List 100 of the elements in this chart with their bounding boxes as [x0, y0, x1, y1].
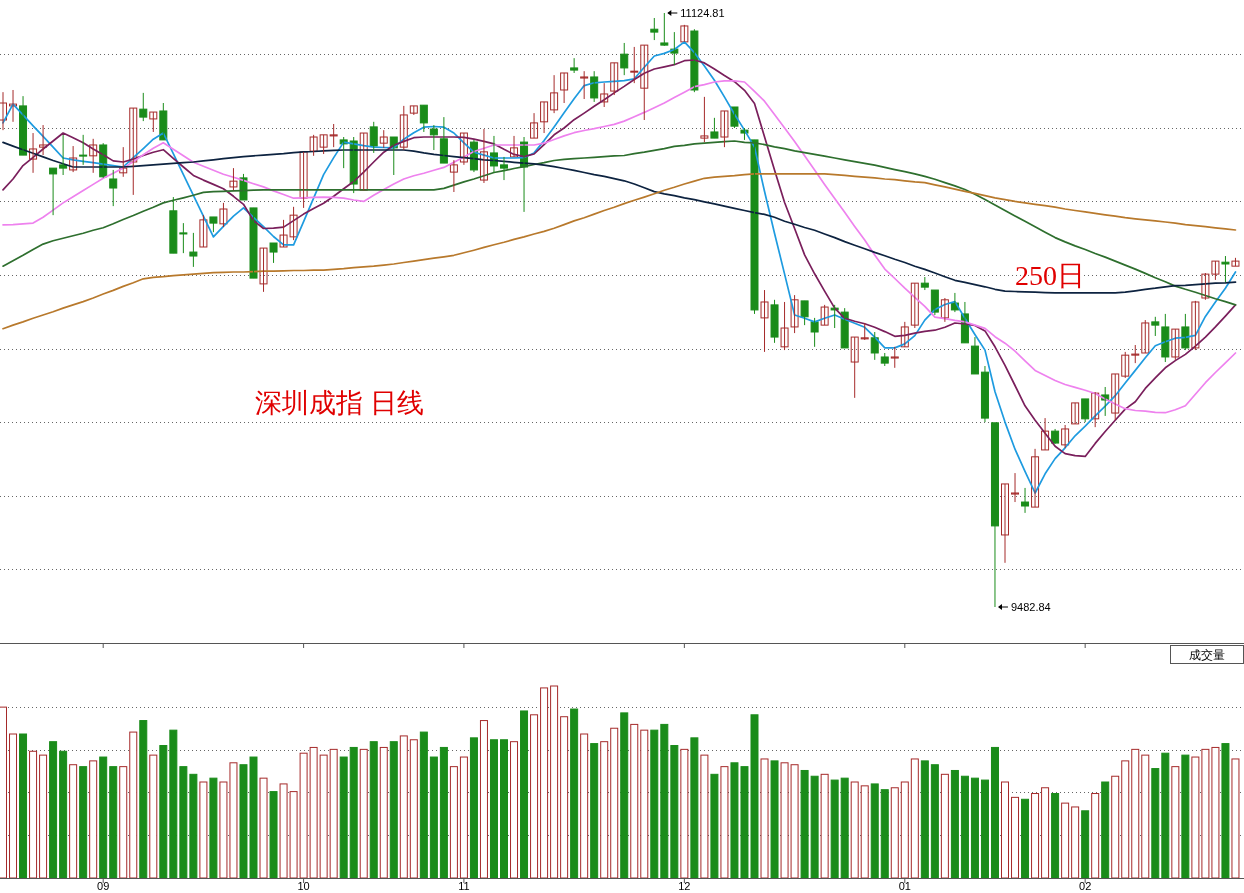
candlestick [700, 96, 709, 143]
x-tick-label: 12 [678, 880, 691, 892]
candlestick [199, 214, 208, 248]
bar [630, 723, 639, 878]
candlestick [409, 105, 418, 116]
bar [379, 746, 388, 878]
annotation: 250日 [1015, 260, 1085, 291]
candlestick [1131, 344, 1140, 364]
candlestick [580, 70, 589, 100]
bar [109, 766, 118, 878]
candlestick [89, 138, 98, 174]
candlestick [29, 132, 38, 174]
bar [1021, 798, 1030, 878]
candlestick [249, 207, 258, 279]
bar [1051, 793, 1060, 878]
bar [1221, 743, 1230, 878]
candlestick [449, 159, 458, 193]
candlestick [119, 146, 128, 178]
bar [990, 746, 999, 878]
bar [640, 729, 649, 878]
bar [590, 743, 599, 878]
bar [770, 760, 779, 878]
bar [710, 773, 719, 878]
candlestick [710, 117, 719, 139]
candlestick [49, 167, 58, 216]
bar [99, 756, 108, 878]
candlestick [510, 135, 519, 158]
bar [900, 781, 909, 878]
candlestick [910, 282, 919, 329]
bar [1111, 775, 1120, 878]
candlestick [69, 145, 78, 173]
candlestick [1011, 472, 1020, 503]
bar [469, 737, 478, 878]
bar [1061, 802, 1070, 878]
bar [520, 710, 529, 878]
candlestick [540, 101, 549, 134]
bar [560, 716, 569, 878]
candlestick [560, 72, 569, 104]
candlestick [900, 321, 909, 348]
bar [1171, 766, 1180, 878]
bar [119, 766, 128, 878]
candlestick [459, 132, 468, 166]
bar [680, 748, 689, 878]
candlestick [149, 111, 158, 133]
bar [850, 781, 859, 878]
bar [920, 760, 929, 878]
bar [720, 766, 729, 878]
bar [49, 741, 58, 878]
bar [890, 787, 899, 878]
candlestick [530, 112, 539, 139]
bar [399, 735, 408, 878]
bar [760, 758, 769, 878]
candlestick [1061, 424, 1070, 449]
candlestick [600, 82, 609, 108]
bar [489, 739, 498, 878]
candlestick [269, 242, 278, 264]
candlestick [890, 346, 899, 369]
candlestick [830, 304, 839, 329]
candlestick [239, 173, 248, 201]
candlestick [1091, 391, 1100, 428]
bar [39, 754, 48, 878]
bar [1141, 754, 1150, 878]
annotation: 9482.84 [1010, 601, 1051, 613]
bar [1001, 781, 1009, 878]
bar [439, 746, 448, 878]
candlestick [329, 123, 338, 148]
candlestick [1121, 351, 1130, 379]
bar [69, 764, 78, 878]
candlestick [1111, 373, 1120, 421]
text: 深圳成指 日线 [255, 388, 424, 418]
candlestick [800, 300, 809, 326]
bar [870, 783, 879, 878]
bar [860, 785, 869, 878]
bar [1151, 768, 1160, 878]
bar [259, 777, 268, 878]
candlestick [750, 139, 759, 315]
bar [349, 746, 358, 878]
candlestick [640, 44, 649, 121]
candlestick [920, 276, 929, 291]
bar [940, 773, 949, 878]
bar [389, 741, 398, 878]
x-tick-label: 11 [458, 880, 470, 892]
bar [880, 789, 889, 878]
bar [369, 741, 378, 878]
bar [570, 708, 579, 878]
x-tick-label: 10 [297, 880, 310, 892]
bar [1131, 748, 1140, 878]
bar [139, 720, 148, 878]
chart-title: 成交量 [1189, 648, 1225, 662]
bar [149, 754, 158, 878]
candlestick [850, 336, 859, 399]
candlestick [860, 322, 869, 341]
candlestick [129, 107, 138, 196]
bar [209, 777, 218, 878]
bar [1121, 760, 1130, 878]
candlestick [209, 216, 218, 233]
bar [29, 750, 38, 878]
candlestick [500, 156, 508, 181]
candlestick [610, 62, 619, 96]
candlestick [880, 352, 889, 367]
